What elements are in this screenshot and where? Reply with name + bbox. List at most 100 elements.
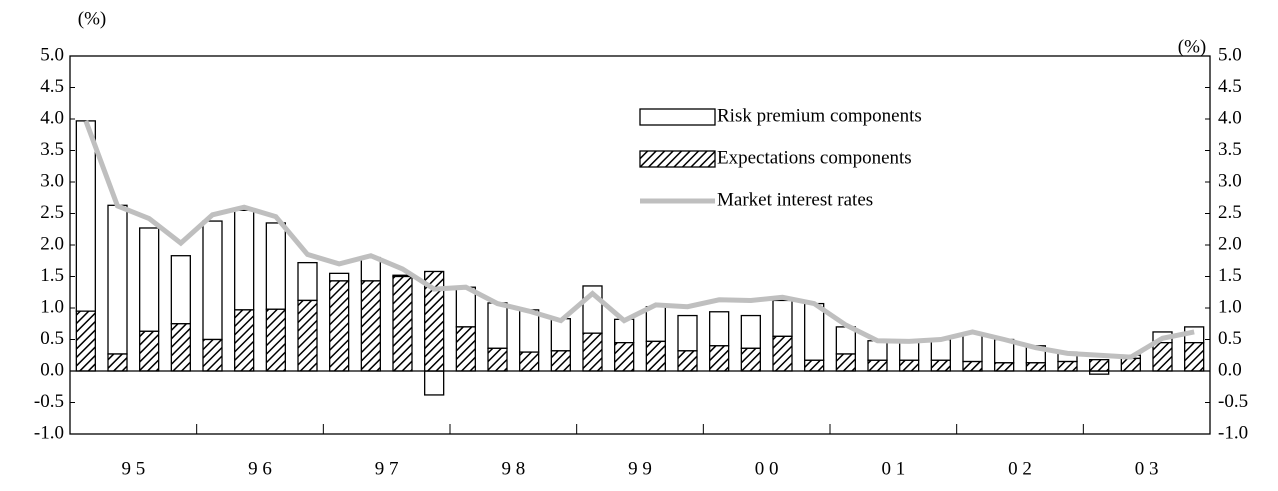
bar (645, 306, 666, 343)
y2-tick-label: 5.0 (1218, 44, 1242, 65)
bar (360, 280, 381, 372)
bar (709, 311, 730, 347)
bar (1089, 359, 1110, 372)
bar (297, 261, 318, 302)
bar (487, 302, 508, 349)
bar (234, 209, 255, 311)
bar (677, 314, 698, 352)
bar (1120, 357, 1141, 372)
x-group-label: 9 7 (375, 458, 399, 479)
legend-label: Expectations components (717, 147, 912, 168)
bar (772, 335, 793, 372)
y-tick-label: 0.5 (40, 328, 64, 349)
y2-tick-label: 0.0 (1218, 359, 1242, 380)
bar (709, 345, 730, 372)
bar (804, 302, 825, 361)
y-tick-label: 2.5 (40, 202, 64, 223)
bar (804, 359, 825, 372)
bar (424, 370, 445, 396)
y2-tick-label: -0.5 (1218, 391, 1248, 412)
bar (107, 204, 128, 355)
bar (740, 314, 761, 349)
bar (455, 326, 476, 372)
y2-tick-label: 1.0 (1218, 296, 1242, 317)
y2-tick-label: 4.0 (1218, 107, 1242, 128)
x-group-label: 9 5 (121, 458, 145, 479)
legend-swatch (639, 150, 716, 168)
bar (265, 222, 286, 310)
bar (297, 299, 318, 372)
bar (329, 272, 350, 282)
x-group-label: 0 2 (1008, 458, 1032, 479)
legend-label: Market interest rates (717, 189, 873, 210)
legend-swatch (639, 108, 716, 126)
bar (139, 227, 160, 332)
y-tick-label: 0.0 (40, 359, 64, 380)
bar (170, 323, 191, 372)
bar (582, 332, 603, 372)
bar (614, 341, 635, 372)
bar (772, 299, 793, 338)
bar (645, 340, 666, 372)
y-tick-label: 1.0 (40, 296, 64, 317)
bar (329, 280, 350, 372)
bar (1152, 341, 1173, 372)
y-tick-label: 5.0 (40, 44, 64, 65)
bar (265, 308, 286, 372)
y-tick-label: 4.0 (40, 107, 64, 128)
bar (234, 309, 255, 372)
y-tick-label: 3.5 (40, 139, 64, 160)
plot-frame (69, 55, 1211, 435)
y-tick-label: 1.5 (40, 265, 64, 286)
bar (75, 310, 96, 372)
y-axis-label: (%) (78, 8, 106, 29)
y-tick-label: -1.0 (34, 422, 64, 443)
bar (1025, 362, 1046, 372)
bar (867, 359, 888, 372)
y-tick-label: 4.5 (40, 76, 64, 97)
bar (930, 338, 951, 361)
bar (75, 120, 96, 312)
bar (487, 347, 508, 372)
y2-tick-label: 1.5 (1218, 265, 1242, 286)
y2-tick-label: 2.0 (1218, 233, 1242, 254)
bar (899, 359, 920, 372)
x-group-label: 0 1 (881, 458, 905, 479)
y-tick-label: 2.0 (40, 233, 64, 254)
bar (962, 360, 983, 372)
bar (930, 359, 951, 372)
y2-tick-label: 4.5 (1218, 76, 1242, 97)
bar (170, 255, 191, 325)
bar (835, 353, 856, 372)
legend-label: Risk premium components (717, 105, 922, 126)
y2-tick-label: 0.5 (1218, 328, 1242, 349)
bar (202, 220, 223, 341)
bar (550, 350, 571, 372)
y2-axis-label: (%) (1178, 36, 1206, 57)
bar (107, 353, 128, 372)
bar (867, 340, 888, 361)
bar (202, 338, 223, 372)
x-group-label: 0 3 (1135, 458, 1159, 479)
x-group-label: 9 8 (501, 458, 525, 479)
y-tick-label: 3.0 (40, 170, 64, 191)
x-group-label: 9 6 (248, 458, 272, 479)
bar (740, 347, 761, 372)
bar (1057, 360, 1078, 372)
bar (139, 330, 160, 372)
x-group-label: 0 0 (755, 458, 779, 479)
y2-tick-label: 3.5 (1218, 139, 1242, 160)
bar (519, 351, 540, 372)
y2-tick-label: 3.0 (1218, 170, 1242, 191)
bar (677, 350, 698, 372)
y-tick-label: -0.5 (34, 391, 64, 412)
bar (550, 318, 571, 352)
y2-tick-label: 2.5 (1218, 202, 1242, 223)
bar (962, 332, 983, 363)
bar (392, 275, 413, 372)
line (83, 120, 1195, 360)
y2-tick-label: -1.0 (1218, 422, 1248, 443)
bar (994, 362, 1015, 372)
bar (519, 309, 540, 353)
